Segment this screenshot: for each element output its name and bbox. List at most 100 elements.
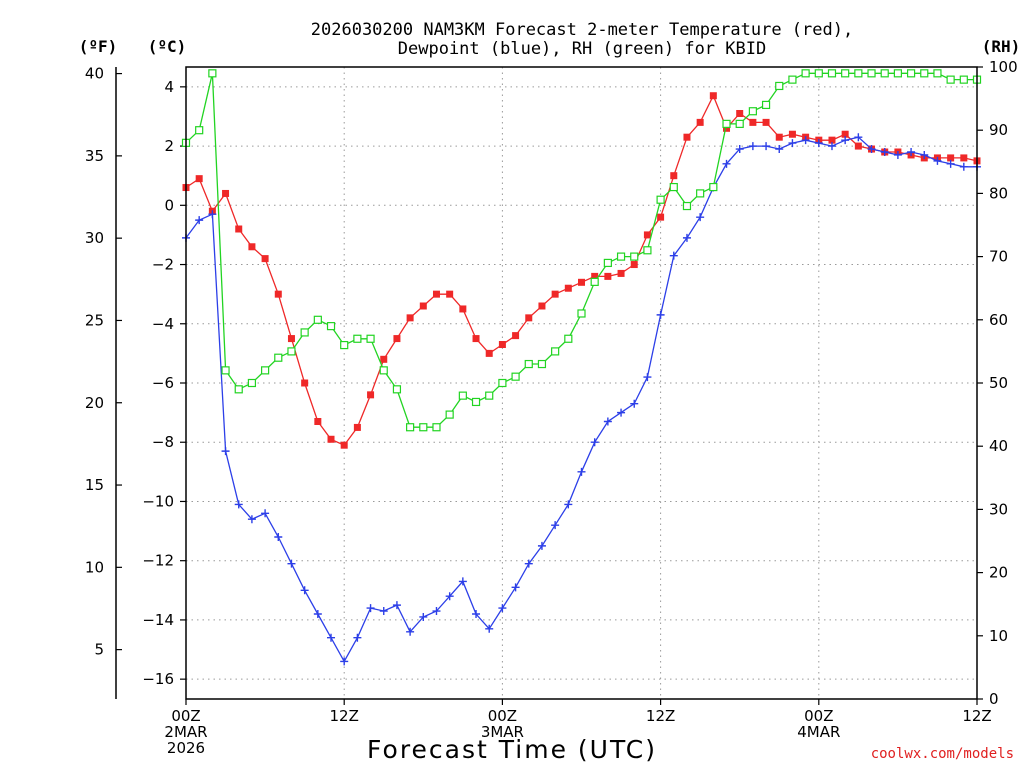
relative-humidity-point xyxy=(616,252,626,261)
dewpoint-line xyxy=(185,136,977,663)
rh-tick-label: 20 xyxy=(989,564,1008,582)
celsius-unit-label: (ºC) xyxy=(148,37,187,56)
2-meter-temperature-point xyxy=(248,243,256,251)
dewpoint-point xyxy=(959,162,968,171)
relative-humidity-point xyxy=(498,378,507,388)
2-meter-temperature-point xyxy=(512,332,520,340)
2-meter-temperature-point xyxy=(287,335,295,343)
relative-humidity-point xyxy=(551,347,560,356)
dewpoint-point xyxy=(261,509,270,518)
relative-humidity-point xyxy=(208,69,217,78)
relative-humidity-point xyxy=(906,69,916,78)
celsius-tick-label: 2 xyxy=(164,137,174,155)
2-meter-temperature-point xyxy=(749,118,757,126)
dewpoint-point xyxy=(340,657,349,666)
dewpoint-point xyxy=(920,150,929,159)
fahrenheit-tick-label: 15 xyxy=(85,476,104,494)
fahrenheit-tick-label: 20 xyxy=(85,394,104,412)
time-tick-label: 00Z xyxy=(488,707,517,725)
2-meter-temperature-point xyxy=(762,118,770,126)
2-meter-temperature-point xyxy=(314,418,322,426)
dewpoint-point xyxy=(577,467,586,476)
relative-humidity-point xyxy=(313,315,322,324)
dewpoint-point xyxy=(247,515,256,524)
time-tick-label: 12Z xyxy=(330,707,359,725)
2-meter-temperature-point xyxy=(947,154,955,162)
rh-tick-label: 90 xyxy=(989,121,1008,139)
relative-humidity-line xyxy=(185,72,977,428)
2-meter-temperature-point xyxy=(459,305,467,313)
fahrenheit-tick-label: 35 xyxy=(85,147,104,165)
time-tick-label: 2MAR xyxy=(164,723,207,741)
dewpoint-point xyxy=(933,156,942,165)
2-meter-temperature-point xyxy=(709,92,717,100)
dewpoint-point xyxy=(814,139,823,148)
dewpoint-point xyxy=(406,627,415,636)
relative-humidity-point xyxy=(234,385,243,394)
2-meter-temperature-point xyxy=(591,272,599,280)
relative-humidity-point xyxy=(524,359,533,369)
celsius-tick-label: −4 xyxy=(152,315,174,333)
fahrenheit-tick-label: 5 xyxy=(94,641,104,659)
relative-humidity-point xyxy=(590,277,599,286)
dewpoint-point xyxy=(353,633,362,642)
dewpoint-point xyxy=(893,150,902,159)
dewpoint-point xyxy=(643,373,652,382)
2-meter-temperature-point xyxy=(775,133,783,141)
dewpoint-point xyxy=(511,583,520,592)
2-meter-temperature-point xyxy=(960,154,968,162)
relative-humidity-point xyxy=(511,372,520,381)
2-meter-temperature-point xyxy=(485,349,493,357)
dewpoint-point xyxy=(366,604,375,613)
fahrenheit-unit-label: (ºF) xyxy=(79,37,118,56)
celsius-tick-label: −12 xyxy=(142,552,174,570)
dewpoint-point xyxy=(617,408,626,417)
rh-tick-label: 0 xyxy=(989,690,999,708)
relative-humidity-point xyxy=(379,366,388,375)
2-meter-temperature-point xyxy=(788,130,796,138)
fahrenheit-axis: 40 35 30 25 20 15 10 5 xyxy=(85,65,122,659)
2-meter-temperature-point xyxy=(340,441,348,449)
2-meter-temperature-point xyxy=(406,314,414,322)
relative-humidity-point xyxy=(445,410,454,419)
2-meter-temperature-point xyxy=(235,225,243,233)
rh-tick-label: 80 xyxy=(989,184,1008,202)
2-meter-temperature-point xyxy=(578,278,585,286)
relative-humidity-point xyxy=(682,201,692,211)
dewpoint-point xyxy=(208,210,217,219)
rh-tick-label: 50 xyxy=(989,374,1008,392)
relative-humidity-point xyxy=(775,81,784,91)
grid-lines xyxy=(186,67,977,699)
relative-humidity-point xyxy=(261,366,270,375)
dewpoint-point xyxy=(801,136,810,145)
fahrenheit-tick-label: 25 xyxy=(85,311,104,329)
chart-title-line2: Dewpoint (blue), RH (green) for KBID xyxy=(398,39,766,59)
2-meter-temperature-point xyxy=(657,213,665,221)
celsius-tick-label: −2 xyxy=(152,256,174,274)
time-tick-label: 00Z xyxy=(804,707,833,725)
2-meter-temperature-point xyxy=(683,133,691,141)
dewpoint-point xyxy=(379,607,388,616)
credit-text: coolwx.com/models xyxy=(871,746,1014,762)
chart-title-line1: 2026030200 NAM3KM Forecast 2-meter Tempe… xyxy=(311,20,853,40)
dewpoint-point xyxy=(313,610,322,619)
time-tick-label: 00Z xyxy=(171,707,200,725)
plot-frame xyxy=(185,66,978,700)
time-tick-label: 4MAR xyxy=(797,723,840,741)
relative-humidity-point xyxy=(287,347,296,356)
dewpoint-point xyxy=(287,559,296,568)
relative-humidity-point xyxy=(247,378,257,388)
rh-tick-label: 70 xyxy=(989,248,1008,266)
rh-tick-label: 30 xyxy=(989,500,1008,518)
celsius-axis: 4 2 0 −2 −4 −6 −8 −10 −12 −14 −16 xyxy=(142,78,186,688)
relative-humidity-point xyxy=(656,195,665,204)
2-meter-temperature-point xyxy=(604,272,612,280)
2-meter-temperature-point xyxy=(380,355,388,363)
rh-tick-label: 60 xyxy=(989,311,1008,329)
2-meter-temperature-point xyxy=(538,302,546,310)
rh-tick-label: 100 xyxy=(989,58,1018,76)
relative-humidity-point xyxy=(643,246,652,255)
series-dewpoint xyxy=(182,133,981,666)
relative-humidity-point xyxy=(735,119,744,128)
